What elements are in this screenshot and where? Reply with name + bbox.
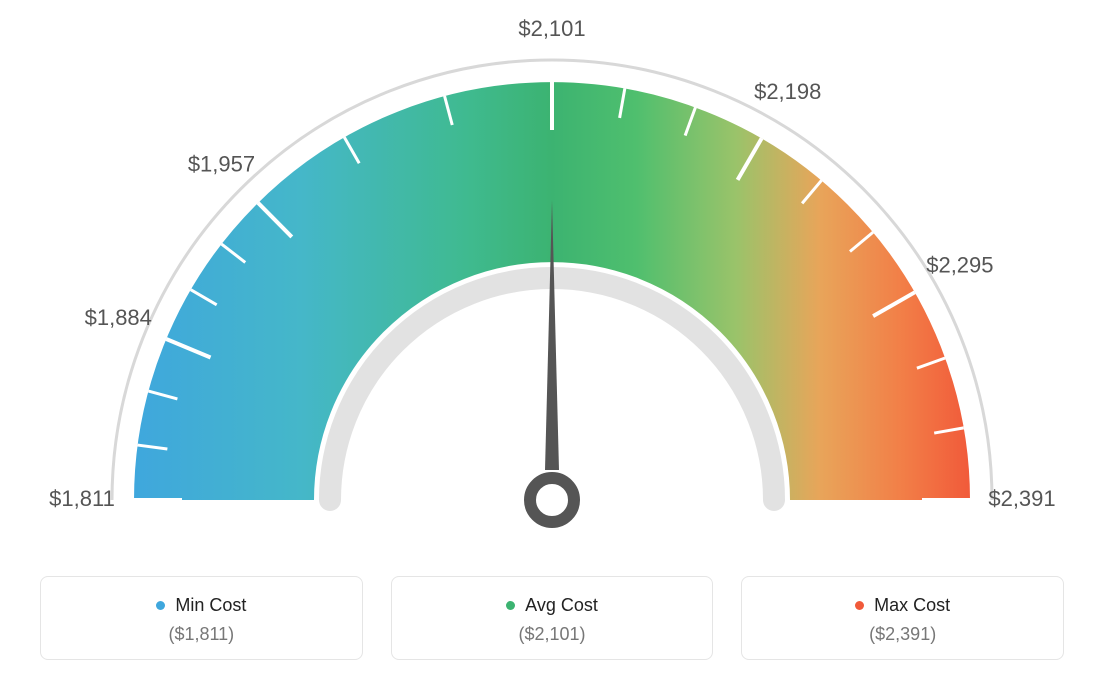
- gauge-tick-label: $2,198: [754, 79, 821, 104]
- avg-dot-icon: [506, 601, 515, 610]
- max-dot-icon: [855, 601, 864, 610]
- min-cost-card: Min Cost ($1,811): [40, 576, 363, 660]
- min-dot-icon: [156, 601, 165, 610]
- max-cost-value: ($2,391): [742, 624, 1063, 645]
- gauge-tick-label: $2,101: [518, 16, 585, 41]
- cost-cards-row: Min Cost ($1,811) Avg Cost ($2,101) Max …: [40, 576, 1064, 660]
- min-cost-label: Min Cost: [175, 595, 246, 616]
- avg-cost-card: Avg Cost ($2,101): [391, 576, 714, 660]
- gauge-tick-label: $1,884: [85, 305, 152, 330]
- gauge-tick-label: $2,391: [988, 486, 1055, 511]
- gauge-tick-label: $2,295: [926, 252, 993, 277]
- avg-cost-label: Avg Cost: [525, 595, 598, 616]
- max-cost-card: Max Cost ($2,391): [741, 576, 1064, 660]
- cost-gauge: $1,811 $1,884 $1,957 $2,101 $2,198 $2,295 $2,3…: [0, 0, 1104, 560]
- avg-cost-value: ($2,101): [392, 624, 713, 645]
- max-cost-label: Max Cost: [874, 595, 950, 616]
- gauge-hub-icon: [530, 478, 574, 522]
- gauge-tick-label: $1,957: [188, 152, 255, 177]
- min-cost-value: ($1,811): [41, 624, 362, 645]
- gauge-tick-label: $1,811: [49, 486, 115, 511]
